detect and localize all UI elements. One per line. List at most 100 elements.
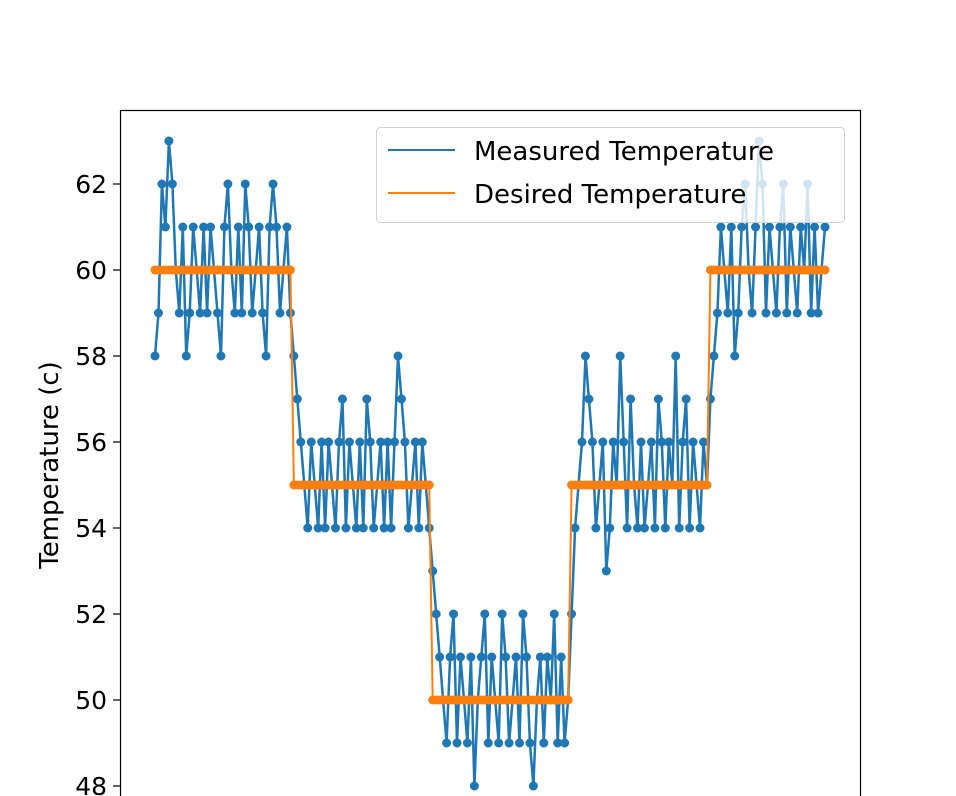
measured-point — [466, 652, 476, 662]
measured-point — [528, 781, 538, 791]
measured-point — [469, 781, 479, 791]
measured-point — [334, 437, 344, 447]
measured-point — [771, 308, 781, 318]
measured-point — [157, 179, 167, 189]
axes-frame — [119, 109, 862, 796]
measured-point — [785, 222, 795, 232]
y-tick-label: 58 — [75, 342, 107, 371]
desired-point — [820, 265, 830, 275]
measured-point — [449, 609, 459, 619]
measured-point — [678, 437, 688, 447]
measured-point — [462, 738, 472, 748]
measured-point — [331, 523, 341, 533]
y-tick-label: 48 — [75, 772, 107, 796]
measured-point — [501, 652, 511, 662]
measured-point — [660, 523, 670, 533]
measured-point — [369, 523, 379, 533]
measured-point — [379, 523, 389, 533]
measured-point — [608, 437, 618, 447]
measured-point — [605, 523, 615, 533]
measured-point — [525, 738, 535, 748]
measured-point — [247, 308, 257, 318]
measured-point — [511, 652, 521, 662]
measured-point — [587, 437, 597, 447]
measured-point — [567, 609, 577, 619]
measured-point — [185, 308, 195, 318]
measured-point — [272, 222, 282, 232]
desired-point — [285, 265, 295, 275]
measured-series — [150, 136, 830, 791]
measured-point — [518, 609, 528, 619]
measured-point — [695, 523, 705, 533]
measured-point — [622, 523, 632, 533]
measured-point — [403, 523, 413, 533]
y-tick-label: 50 — [75, 686, 107, 715]
measured-point — [275, 308, 285, 318]
measured-point — [153, 308, 163, 318]
measured-point — [237, 308, 247, 318]
measured-point — [515, 738, 525, 748]
measured-point — [775, 222, 785, 232]
desired-point — [702, 480, 712, 490]
measured-point — [303, 523, 313, 533]
measured-point — [674, 523, 684, 533]
measured-point — [268, 179, 278, 189]
measured-point — [560, 738, 570, 748]
measured-point — [615, 351, 625, 361]
measured-point — [598, 437, 608, 447]
measured-point — [723, 308, 733, 318]
measured-point — [306, 437, 316, 447]
measured-point — [782, 308, 792, 318]
measured-point — [167, 179, 177, 189]
measured-point — [230, 308, 240, 318]
measured-point — [341, 523, 351, 533]
measured-point — [698, 437, 708, 447]
measured-point — [685, 523, 695, 533]
plot-area — [150, 136, 830, 791]
measured-point — [553, 738, 563, 748]
measured-point — [761, 308, 771, 318]
measured-point — [337, 394, 347, 404]
desired-point — [563, 695, 573, 705]
measured-point — [240, 179, 250, 189]
measured-point — [810, 222, 820, 232]
measured-point — [556, 652, 566, 662]
measured-point — [362, 394, 372, 404]
measured-point — [435, 652, 445, 662]
legend-label-measured: Measured Temperature — [474, 137, 774, 167]
measured-point — [296, 437, 306, 447]
legend: Measured Temperature Desired Temperature — [376, 127, 845, 223]
measured-point — [619, 437, 629, 447]
measured-point — [806, 308, 816, 318]
measured-point — [265, 222, 275, 232]
measured-point — [653, 394, 663, 404]
measured-point — [570, 523, 580, 533]
measured-point — [671, 351, 681, 361]
measured-point — [542, 652, 552, 662]
measured-point — [709, 351, 719, 361]
measured-point — [160, 222, 170, 232]
y-tick-label: 54 — [75, 514, 107, 543]
measured-point — [344, 437, 354, 447]
measured-point — [521, 652, 531, 662]
measured-point — [212, 308, 222, 318]
measured-point — [504, 738, 514, 748]
measured-point — [601, 566, 611, 576]
measured-point — [174, 308, 184, 318]
measured-point — [480, 609, 490, 619]
measured-point — [737, 222, 747, 232]
y-tick-label: 56 — [75, 428, 107, 457]
measured-point — [195, 308, 205, 318]
measured-point — [688, 437, 698, 447]
measured-point — [261, 351, 271, 361]
measured-point — [383, 437, 393, 447]
measured-point — [199, 222, 209, 232]
measured-point — [733, 308, 743, 318]
measured-point — [233, 222, 243, 232]
measured-point — [292, 394, 302, 404]
legend-box — [376, 127, 845, 223]
measured-point — [577, 437, 587, 447]
measured-point — [254, 222, 264, 232]
measured-point — [376, 437, 386, 447]
measured-point — [813, 308, 823, 318]
